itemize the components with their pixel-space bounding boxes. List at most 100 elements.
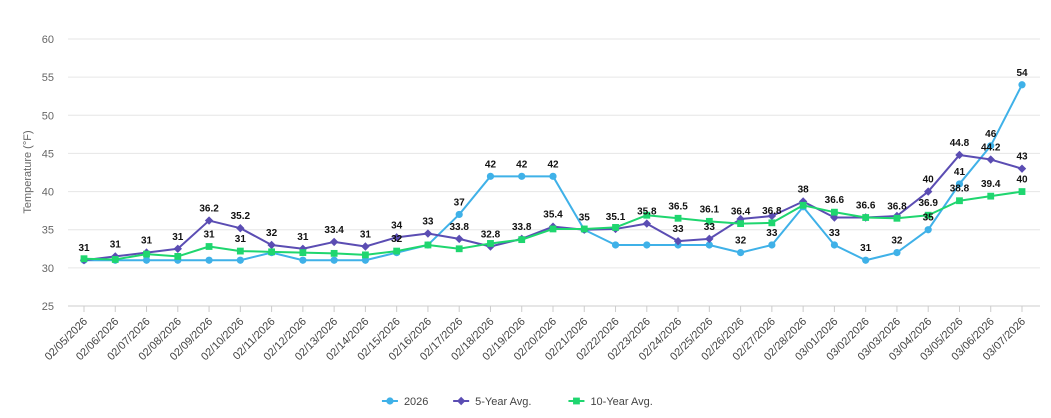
data-labels: 37 42 42 42 32 33 33 31 32 35 41 46 54 31 31 31 31 36.2 35… [78, 68, 1028, 254]
data-point [893, 214, 901, 222]
data-point [1018, 81, 1026, 89]
data-point [1017, 164, 1027, 173]
data-label: 40 [1016, 175, 1028, 186]
data-point [330, 249, 338, 257]
data-point [329, 237, 339, 247]
data-point [330, 256, 338, 264]
data-point [924, 211, 932, 219]
data-label: 33 [704, 222, 716, 233]
data-point [423, 229, 433, 238]
y-tick-label: 35 [42, 225, 54, 237]
data-point [893, 249, 901, 257]
data-point [487, 240, 494, 247]
data-point [205, 243, 213, 250]
data-point [111, 256, 119, 263]
data-label: 36.5 [668, 201, 688, 212]
data-label: 35.1 [606, 212, 626, 223]
data-point [393, 247, 401, 255]
y-tick-label: 45 [42, 148, 54, 160]
data-label: 41 [954, 167, 966, 178]
data-point [205, 256, 213, 264]
data-label: 31 [172, 232, 184, 243]
y-axis-ticks: 25 30 35 40 45 50 55 60 [42, 34, 54, 313]
legend-marker [573, 397, 580, 405]
data-point [80, 255, 88, 263]
data-label: 36.1 [700, 204, 720, 215]
data-label: 36.6 [856, 201, 876, 212]
data-label: 46 [985, 129, 997, 140]
data-label: 36.8 [887, 201, 907, 212]
y-tick-label: 40 [42, 187, 54, 199]
data-point [737, 249, 745, 257]
data-point [705, 234, 714, 244]
data-point [767, 211, 777, 221]
data-point [924, 226, 932, 234]
data-point [549, 225, 557, 233]
data-point [362, 251, 369, 259]
data-label: 31 [141, 236, 153, 247]
y-tick-label: 55 [42, 72, 54, 84]
data-point [955, 180, 964, 188]
series-group [79, 81, 1027, 265]
data-point [611, 241, 620, 249]
data-point [392, 233, 401, 242]
data-label: 36.9 [918, 198, 938, 209]
legend-label: 10-Year Avg. [590, 396, 652, 408]
data-point [673, 236, 683, 246]
data-label: 32 [735, 236, 747, 247]
data-label: 44.2 [981, 143, 1001, 154]
legend-label: 5-Year Avg. [475, 396, 531, 408]
data-label: 32 [266, 228, 278, 239]
legend-marker [386, 397, 394, 405]
data-label: 36.8 [762, 206, 782, 217]
y-tick-label: 25 [42, 301, 54, 313]
data-label: 35 [579, 213, 591, 224]
data-label: 54 [1016, 68, 1028, 79]
data-point [455, 245, 463, 253]
data-point [862, 256, 870, 264]
data-point [799, 201, 807, 209]
data-point [299, 249, 307, 256]
data-point [705, 217, 713, 225]
data-point [986, 155, 995, 164]
data-point [361, 242, 370, 251]
data-point [143, 250, 150, 258]
data-point [580, 225, 588, 233]
data-point [674, 214, 682, 222]
data-label: 33 [766, 228, 778, 239]
series-line [83, 153, 1023, 262]
data-label: 44.8 [950, 138, 970, 149]
data-label: 32.8 [481, 229, 501, 240]
data-label: 32 [891, 236, 903, 247]
legend-item[interactable]: 2026 [381, 396, 428, 408]
data-point [424, 241, 432, 249]
legend[interactable]: 2026 5-Year Avg. 10-Year Avg. [381, 396, 653, 408]
data-label: 31 [110, 239, 122, 250]
data-label: 31 [204, 229, 216, 240]
data-point [768, 241, 776, 249]
legend-item[interactable]: 10-Year Avg. [568, 396, 653, 408]
data-point [643, 241, 651, 249]
series-2 [80, 188, 1026, 263]
x-axis-ticks: 02/05/202602/06/202602/07/202602/08/2026… [43, 306, 1028, 363]
data-label: 36.6 [825, 195, 845, 206]
data-label: 31 [360, 229, 372, 240]
legend-label: 2026 [404, 396, 428, 408]
data-point [361, 256, 369, 264]
data-label: 36.4 [731, 207, 751, 218]
data-point [299, 256, 307, 264]
data-point [236, 223, 245, 233]
data-point [486, 172, 495, 180]
data-label: 34 [391, 220, 403, 231]
data-label: 32 [391, 234, 403, 245]
data-point [737, 220, 744, 228]
legend-item[interactable]: 5-Year Avg. [453, 396, 531, 408]
data-point [455, 210, 463, 219]
data-point [955, 150, 964, 160]
data-point [142, 256, 151, 264]
data-point [831, 208, 838, 216]
data-label: 33 [673, 224, 685, 235]
data-label: 37 [454, 197, 466, 208]
data-point [768, 219, 776, 227]
